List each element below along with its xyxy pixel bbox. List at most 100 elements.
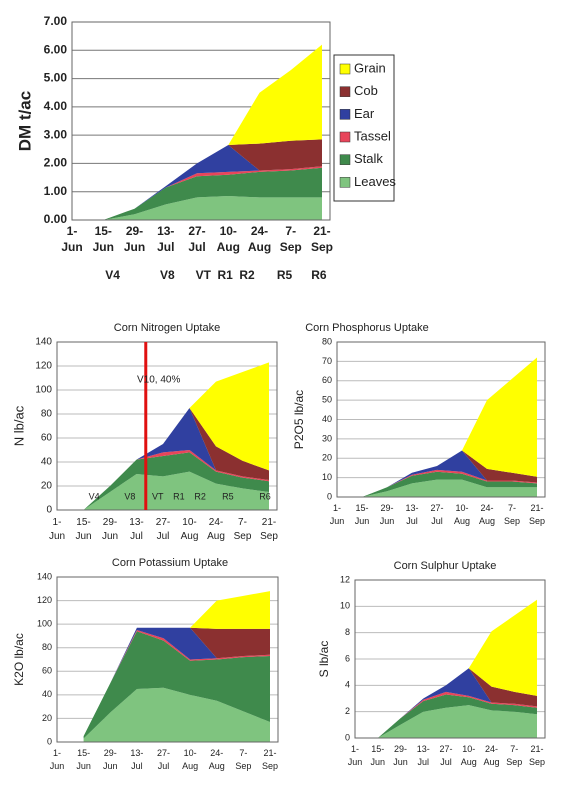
- x-tick-label: 7-Sep: [280, 224, 302, 254]
- area: [362, 450, 537, 497]
- x-tick-label: 1-Jun: [348, 744, 363, 767]
- legend-label: Tassel: [354, 128, 391, 143]
- chart-title: Corn Potassium Uptake: [112, 557, 228, 569]
- stage-label: V4: [105, 268, 120, 282]
- y-tick-label: 60: [41, 433, 53, 444]
- x-tick-label: 7-Sep: [234, 517, 252, 542]
- area: [377, 694, 537, 738]
- x-tick-label: 27-Jul: [430, 503, 443, 526]
- plot-border: [56, 576, 279, 743]
- x-tick-label: 21-Sep: [529, 744, 545, 767]
- y-tick-label: 0.00: [44, 212, 68, 226]
- stage-label: R6: [259, 491, 271, 501]
- legend-swatch: [339, 177, 351, 188]
- y-tick-label: 70: [322, 356, 332, 366]
- y-tick-label: 60: [322, 375, 332, 385]
- x-tick-label: 15-Jun: [355, 503, 370, 526]
- y-tick-label: 0: [327, 491, 332, 501]
- legend-swatch: [339, 131, 351, 143]
- stage-label: V8: [160, 268, 175, 282]
- stage-label: R2: [239, 268, 255, 282]
- y-tick-label: 10: [322, 472, 332, 482]
- area: [362, 357, 537, 497]
- y-axis-label: DM t/ac: [15, 91, 34, 151]
- y-tick-label: 40: [42, 689, 52, 699]
- y-tick-label: 2: [345, 706, 350, 716]
- area: [377, 691, 537, 738]
- plot-border: [354, 579, 546, 739]
- x-tick-label: 24-Aug: [479, 503, 495, 526]
- y-tick-label: 4.00: [44, 99, 68, 113]
- legend-swatch: [339, 109, 351, 120]
- y-tick-label: 80: [41, 409, 53, 420]
- y-tick-label: 0: [46, 505, 52, 516]
- y-tick-label: 20: [41, 481, 53, 492]
- x-tick-label: 27-Jul: [188, 224, 205, 254]
- area: [362, 471, 537, 497]
- y-tick-label: 40: [41, 457, 53, 468]
- x-tick-label: 27-Jul: [156, 517, 170, 542]
- chart: 0 20 40 60 80 100 120 140 1-Jun 15-Jun 29-Jun 13-Ju…: [11, 322, 278, 542]
- area: [377, 668, 537, 738]
- x-tick-label: 24-Aug: [248, 224, 271, 254]
- y-tick-label: 12: [340, 574, 350, 584]
- x-tick-label: 24-Aug: [483, 744, 499, 767]
- chart: 0 2 4 6 8 10 12 1-Jun 15-Jun 29-Jun 13-Jul 27-Jul 10…: [317, 560, 546, 767]
- stage-label: R5: [222, 491, 234, 501]
- x-tick-label: 15-Jun: [75, 517, 91, 542]
- y-tick-label: 10: [340, 601, 350, 611]
- chart: 0 10 20 30 40 50 60 70 80 1-Jun 15-Jun 29-Jun 13-Jul…: [292, 322, 546, 526]
- y-tick-label: 100: [37, 619, 52, 629]
- y-tick-label: 2.00: [44, 156, 68, 170]
- y-tick-label: 4: [345, 680, 350, 690]
- y-axis-label: P2O5 lb/ac: [292, 390, 306, 449]
- plot-border: [71, 21, 331, 221]
- x-tick-label: 24-Aug: [209, 748, 225, 771]
- x-tick-label: 13-Jul: [129, 517, 143, 542]
- area: [83, 591, 270, 737]
- x-tick-label: 7-Sep: [506, 744, 522, 767]
- y-tick-label: 40: [322, 414, 332, 424]
- area: [103, 44, 322, 220]
- stage-label: V4: [89, 491, 100, 501]
- y-axis-label: K2O lb/ac: [12, 633, 26, 686]
- y-tick-label: 120: [37, 595, 52, 605]
- legend-label: Stalk: [354, 151, 383, 166]
- x-tick-label: 29-Jun: [103, 748, 118, 771]
- legend-swatch: [339, 154, 351, 165]
- area: [103, 139, 322, 220]
- area: [83, 627, 270, 737]
- x-tick-label: 21-Sep: [529, 503, 545, 526]
- x-tick-label: 15-Jun: [370, 744, 385, 767]
- y-tick-label: 20: [42, 713, 52, 723]
- area: [377, 668, 537, 738]
- area: [83, 408, 269, 510]
- legend-label: Cob: [354, 83, 378, 98]
- x-tick-label: 10-Aug: [461, 744, 477, 767]
- stage-label: R6: [311, 268, 327, 282]
- stage-label: R5: [277, 268, 293, 282]
- y-tick-label: 140: [37, 571, 52, 581]
- x-tick-label: 1-Jun: [49, 517, 65, 542]
- y-tick-label: 80: [322, 336, 332, 346]
- y-tick-label: 140: [35, 337, 52, 348]
- area: [377, 599, 537, 738]
- stage-label: V8: [124, 491, 135, 501]
- x-tick-label: 21-Sep: [311, 224, 333, 254]
- legend-swatch: [339, 86, 351, 97]
- area: [103, 196, 322, 220]
- area: [103, 145, 322, 220]
- legend-label: Leaves: [354, 174, 396, 189]
- chart: 0.00 1.00 2.00 3.00 4.00 5.00 6.00 7.00 1-Jun 15-…: [15, 14, 396, 282]
- y-tick-label: 80: [42, 642, 52, 652]
- plot-border: [336, 341, 546, 498]
- y-tick-label: 7.00: [44, 14, 68, 28]
- y-tick-label: 1.00: [44, 184, 68, 198]
- chart: 0 20 40 60 80 100 120 140 1-Jun 15-Jun 29-Jun 13-Ju…: [12, 557, 279, 771]
- x-tick-label: 1-Jun: [61, 224, 82, 254]
- x-tick-label: 1-Jun: [330, 503, 345, 526]
- plot-border: [56, 341, 278, 511]
- stage-label: R2: [194, 491, 206, 501]
- x-tick-label: 10-Aug: [181, 517, 199, 542]
